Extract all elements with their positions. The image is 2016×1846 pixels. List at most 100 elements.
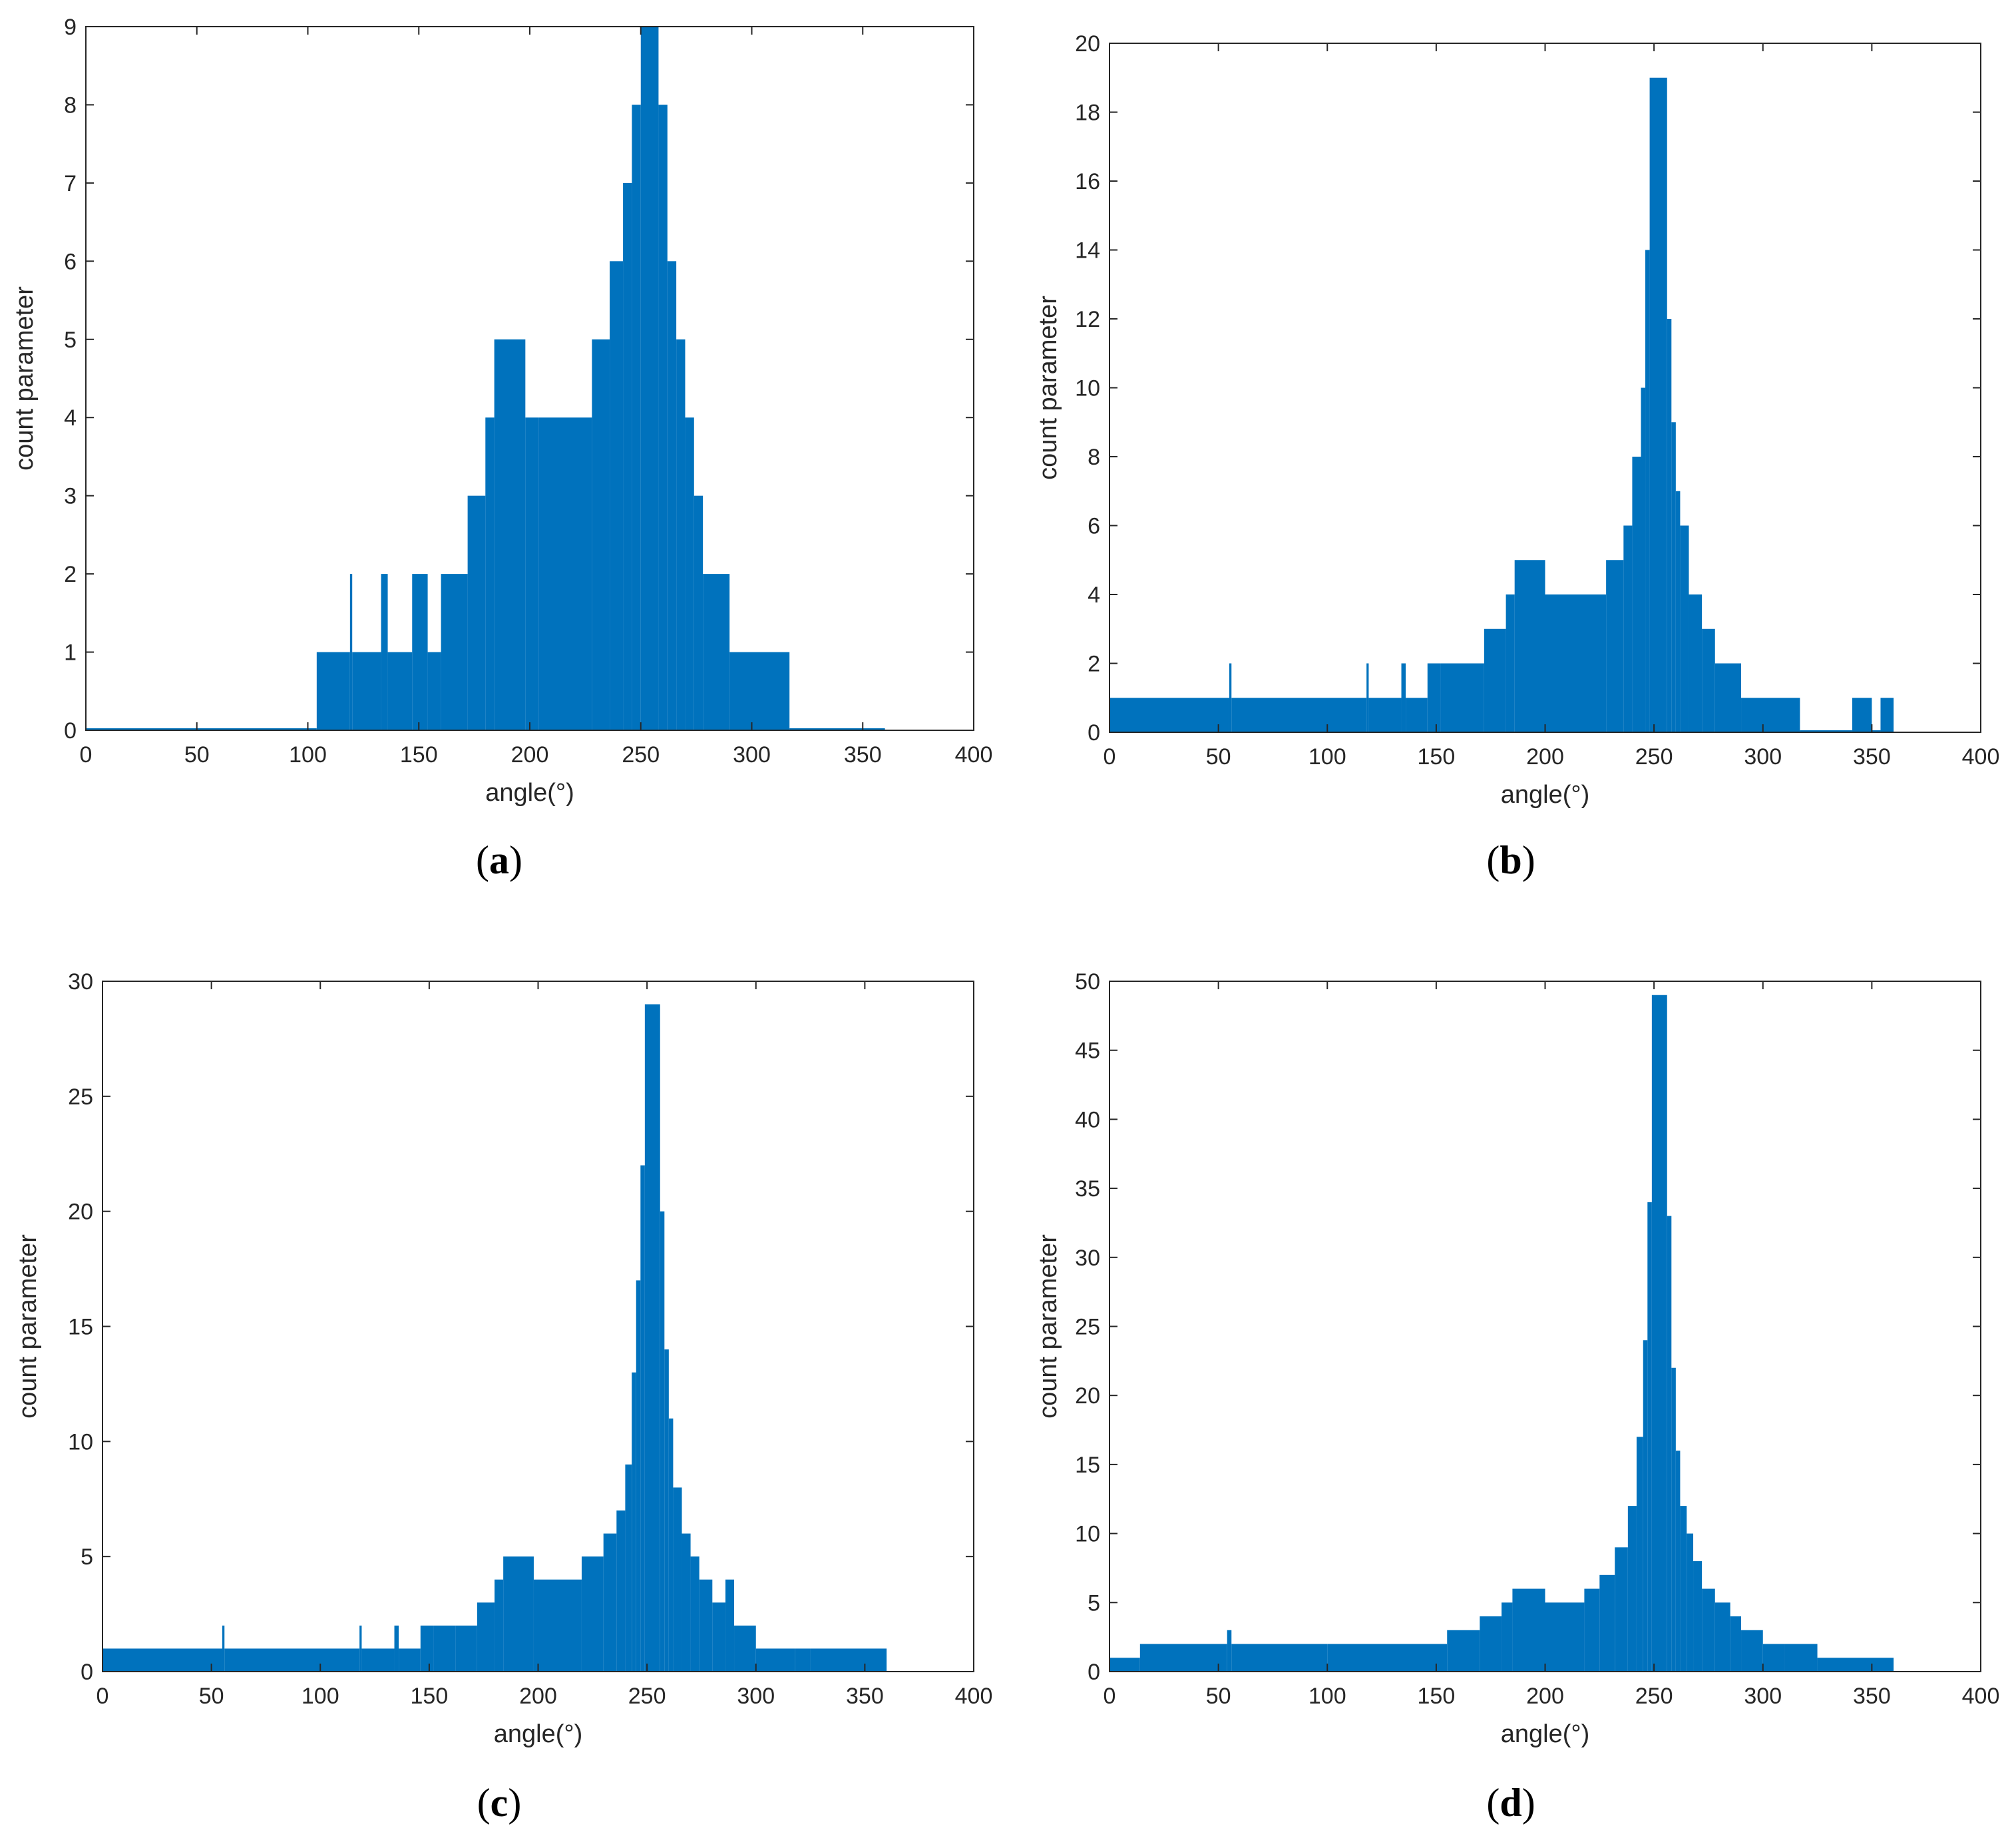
bar xyxy=(420,1625,434,1672)
x-tick-label: 0 xyxy=(80,742,93,768)
x-tick-label: 300 xyxy=(737,1684,775,1709)
bar xyxy=(623,182,632,730)
plot-area xyxy=(102,981,974,1672)
bar xyxy=(1366,663,1369,732)
bar xyxy=(616,1510,626,1672)
x-tick-label: 300 xyxy=(1744,1684,1782,1709)
bar xyxy=(1762,1644,1785,1672)
bar xyxy=(664,1349,669,1672)
x-tick-label: 300 xyxy=(1744,744,1782,770)
bar xyxy=(455,1625,477,1672)
y-tick-label: 18 xyxy=(1075,101,1100,126)
bar xyxy=(1675,491,1681,732)
bar xyxy=(399,1648,421,1672)
bar xyxy=(1636,1437,1643,1672)
bar xyxy=(1368,698,1402,732)
x-tick-label: 350 xyxy=(846,1684,884,1709)
x-tick-label: 0 xyxy=(97,1684,109,1709)
bar xyxy=(1109,1658,1140,1672)
bar xyxy=(694,495,704,730)
chart-panel-c: 0 50 100 150 200 250 300 350 400 0 5 10 15 20 25 30 angl… xyxy=(14,969,992,1825)
y-axis-label: count parameter xyxy=(1034,296,1062,480)
bar xyxy=(1649,77,1667,732)
bar xyxy=(636,1280,641,1672)
bar xyxy=(1784,1644,1818,1672)
y-tick-label: 30 xyxy=(1075,1246,1100,1271)
x-tick-label: 200 xyxy=(519,1684,557,1709)
x-tick-label: 150 xyxy=(400,742,438,768)
bar xyxy=(1741,698,1800,732)
x-tick-label: 300 xyxy=(733,742,771,768)
bar xyxy=(668,1418,674,1672)
plot-area xyxy=(1109,981,1981,1672)
bar xyxy=(1852,698,1872,732)
y-tick-label: 20 xyxy=(1075,31,1100,57)
bar xyxy=(673,1487,682,1672)
y-tick-label: 8 xyxy=(64,93,77,118)
bar xyxy=(729,652,790,730)
bar xyxy=(1506,594,1515,732)
bar xyxy=(1231,698,1367,732)
bar xyxy=(316,652,350,730)
y-tick-label: 15 xyxy=(1075,1453,1100,1478)
bar xyxy=(685,417,694,730)
bar xyxy=(640,27,659,730)
bar xyxy=(1227,1630,1232,1672)
bar xyxy=(495,1579,504,1672)
y-tick-label: 4 xyxy=(1088,582,1100,608)
x-tick-label: 400 xyxy=(955,1684,993,1709)
bar xyxy=(349,574,353,730)
bar xyxy=(1741,1630,1763,1672)
y-tick-label: 2 xyxy=(64,562,77,587)
bar xyxy=(1645,250,1650,732)
y-tick-label: 5 xyxy=(81,1544,93,1570)
bar xyxy=(734,1625,756,1672)
bar xyxy=(394,1625,399,1672)
bar xyxy=(699,1579,713,1672)
bar xyxy=(632,1372,636,1672)
x-tick-label: 250 xyxy=(1635,1684,1673,1709)
bar xyxy=(795,1648,811,1672)
bar xyxy=(412,574,428,730)
y-tick-label: 1 xyxy=(64,640,77,666)
bar xyxy=(581,1556,604,1672)
x-tick-label: 250 xyxy=(622,742,660,768)
bar xyxy=(712,1602,725,1672)
y-tick-label: 7 xyxy=(64,171,77,196)
bar xyxy=(1623,525,1633,732)
bar xyxy=(1675,1451,1681,1672)
bar xyxy=(1480,1616,1502,1672)
y-axis-label: count parameter xyxy=(11,286,39,471)
x-tick-label: 100 xyxy=(1309,1684,1346,1709)
x-tick-label: 50 xyxy=(1206,744,1231,770)
bar xyxy=(503,1556,534,1672)
x-tick-label: 0 xyxy=(1104,744,1116,770)
bar xyxy=(682,1533,691,1672)
x-tick-label: 250 xyxy=(1635,744,1673,770)
bar xyxy=(533,1579,582,1672)
bar xyxy=(644,1004,660,1672)
bar xyxy=(1647,1202,1652,1672)
y-tick-label: 0 xyxy=(1088,720,1100,746)
bar xyxy=(1702,628,1715,732)
y-tick-label: 20 xyxy=(1075,1383,1100,1409)
bar xyxy=(755,1648,795,1672)
chart-panel-a: 0 50 100 150 200 250 300 350 400 0 1 2 3 4 5 6 7 8 9 angle(… xyxy=(11,15,992,882)
x-tick-label: 150 xyxy=(1418,1684,1456,1709)
y-tick-label: 9 xyxy=(64,15,77,40)
x-tick-label: 50 xyxy=(184,742,210,768)
bar xyxy=(1687,1533,1694,1672)
bar xyxy=(1484,628,1506,732)
bar xyxy=(1880,698,1894,732)
bar xyxy=(1514,560,1545,732)
y-tick-label: 4 xyxy=(64,405,77,431)
y-tick-label: 14 xyxy=(1075,238,1100,264)
panel-caption: (c) xyxy=(477,1781,522,1825)
bar xyxy=(810,1648,887,1672)
bar xyxy=(625,1464,632,1672)
bar xyxy=(359,1625,362,1672)
x-tick-label: 100 xyxy=(302,1684,339,1709)
bar xyxy=(1545,1602,1585,1672)
x-tick-label: 0 xyxy=(1104,1684,1116,1709)
